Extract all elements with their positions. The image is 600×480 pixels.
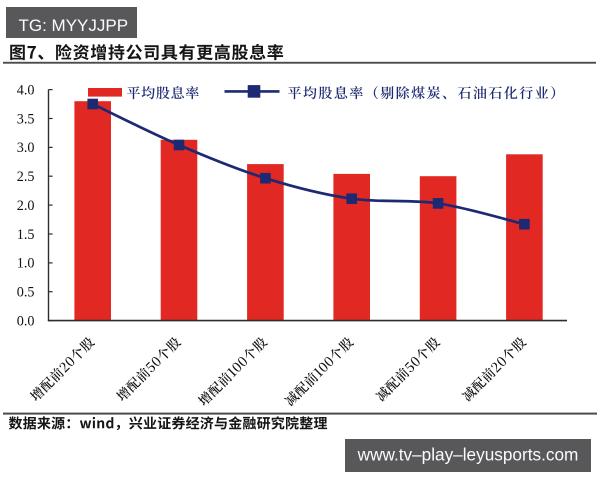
- svg-text:1.0: 1.0: [17, 256, 35, 272]
- svg-text:2.0: 2.0: [17, 198, 35, 214]
- svg-text:3.5: 3.5: [17, 111, 35, 127]
- svg-text:www.tv–play–leyusports.com: www.tv–play–leyusports.com: [357, 444, 579, 464]
- svg-text:2.5: 2.5: [17, 169, 35, 185]
- svg-text:3.0: 3.0: [17, 140, 35, 156]
- svg-text:0.0: 0.0: [17, 313, 35, 329]
- svg-text:0.5: 0.5: [17, 285, 35, 301]
- svg-text:TG: MYYJJPP: TG: MYYJJPP: [19, 16, 129, 35]
- svg-text:4.0: 4.0: [17, 82, 35, 98]
- svg-text:1.5: 1.5: [17, 227, 35, 243]
